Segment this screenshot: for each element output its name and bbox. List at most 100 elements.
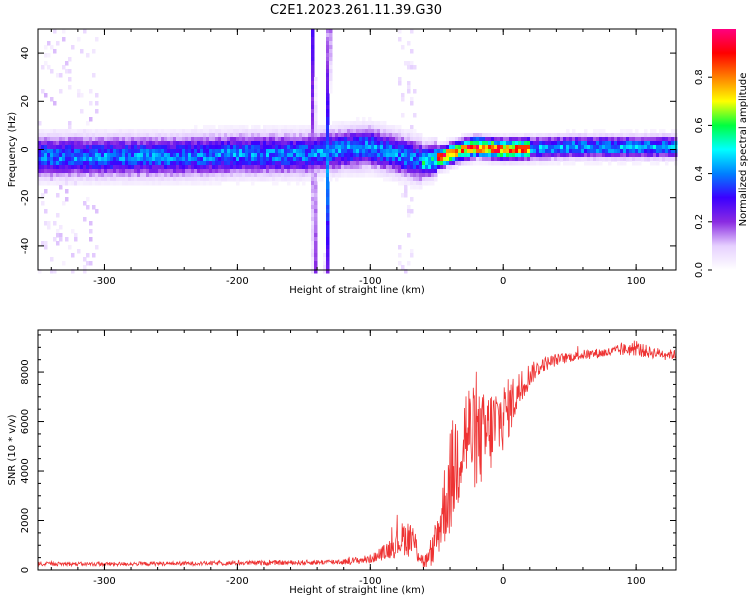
heatmap-cell — [347, 141, 351, 146]
heatmap-cell — [71, 137, 75, 142]
heatmap-cell — [401, 93, 405, 98]
heatmap-cell — [257, 141, 261, 146]
heatmap-cell — [95, 161, 99, 166]
heatmap-cell — [98, 169, 102, 174]
heatmap-cell — [68, 145, 72, 150]
heatmap-cell — [161, 173, 165, 178]
heatmap-cell — [410, 125, 414, 130]
heatmap-cell — [197, 177, 201, 182]
heatmap-cell — [395, 149, 399, 154]
heatmap-cell — [209, 157, 213, 162]
heatmap-cell — [311, 265, 315, 270]
heatmap-cell — [143, 177, 147, 182]
heatmap-cell — [53, 169, 57, 174]
heatmap-cell — [128, 173, 132, 178]
heatmap-cell — [356, 133, 360, 138]
heatmap-cell — [359, 153, 363, 158]
heatmap-cell — [80, 153, 84, 158]
heatmap-cell — [170, 133, 174, 138]
heatmap-cell — [290, 125, 294, 130]
heatmap-cell — [203, 129, 207, 134]
heatmap-cell — [407, 89, 411, 94]
heatmap-cell — [95, 145, 99, 150]
heatmap-cell — [314, 125, 318, 130]
heatmap-cell — [365, 149, 369, 154]
heatmap-cell — [188, 177, 192, 182]
heatmap-cell — [482, 161, 486, 166]
heatmap-cell — [119, 145, 123, 150]
heatmap-cell — [296, 125, 300, 130]
heatmap-cell — [410, 141, 414, 146]
heatmap-cell — [515, 137, 519, 142]
heatmap-cell — [89, 261, 93, 266]
heatmap-cell — [437, 141, 441, 146]
heatmap-cell — [380, 157, 384, 162]
heatmap-cell — [74, 181, 78, 186]
heatmap-cell — [281, 153, 285, 158]
heatmap-cell — [635, 145, 639, 150]
heatmap-cell — [545, 145, 549, 150]
heatmap-cell — [401, 161, 405, 166]
heatmap-cell — [137, 169, 141, 174]
heatmap-cell — [131, 165, 135, 170]
heatmap-cell — [74, 233, 78, 238]
heatmap-cell — [260, 173, 264, 178]
heatmap-cell — [545, 137, 549, 142]
heatmap-cell — [50, 133, 54, 138]
heatmap-cell — [410, 253, 414, 258]
heatmap-cell — [590, 149, 594, 154]
heatmap-cell — [515, 141, 519, 146]
heatmap-cell — [479, 161, 483, 166]
heatmap-cell — [194, 157, 198, 162]
heatmap-cell — [299, 177, 303, 182]
heatmap-cell — [170, 161, 174, 166]
heatmap-cell — [578, 157, 582, 162]
heatmap-cell — [398, 129, 402, 134]
heatmap-cell — [128, 145, 132, 150]
heatmap-cell — [431, 177, 435, 182]
heatmap-cell — [536, 153, 540, 158]
heatmap-cell — [92, 161, 96, 166]
heatmap-cell — [68, 177, 72, 182]
heatmap-cell — [170, 129, 174, 134]
heatmap-cell — [380, 141, 384, 146]
heatmap-cell — [377, 121, 381, 126]
heatmap-cell — [221, 125, 225, 130]
heatmap-cell — [251, 141, 255, 146]
heatmap-cell — [359, 161, 363, 166]
heatmap-cell — [566, 153, 570, 158]
heatmap-cell — [545, 161, 549, 166]
heatmap-cell — [170, 169, 174, 174]
heatmap-cell — [479, 153, 483, 158]
heatmap-cell — [326, 249, 330, 254]
heatmap-cell — [326, 53, 330, 58]
heatmap-cell — [119, 129, 123, 134]
heatmap-cell — [188, 145, 192, 150]
heatmap-cell — [86, 205, 90, 210]
heatmap-cell — [308, 133, 312, 138]
heatmap-cell — [92, 137, 96, 142]
heatmap-cell — [71, 169, 75, 174]
heatmap-cell — [311, 213, 315, 218]
heatmap-cell — [113, 129, 117, 134]
heatmap-cell — [203, 177, 207, 182]
heatmap-cell — [650, 153, 654, 158]
heatmap-cell — [68, 165, 72, 170]
heatmap-cell — [632, 137, 636, 142]
heatmap-cell — [59, 149, 63, 154]
heatmap-cell — [392, 145, 396, 150]
heatmap-cell — [503, 145, 507, 150]
heatmap-cell — [119, 169, 123, 174]
heatmap-cell — [200, 173, 204, 178]
heatmap-cell — [455, 165, 459, 170]
heatmap-cell — [407, 145, 411, 150]
heatmap-cell — [173, 169, 177, 174]
heatmap-cell — [467, 145, 471, 150]
heatmap-cell — [149, 169, 153, 174]
heatmap-cell — [230, 157, 234, 162]
heatmap-cell — [512, 149, 516, 154]
heatmap-cell — [44, 177, 48, 182]
heatmap-cell — [356, 121, 360, 126]
heatmap-cell — [293, 133, 297, 138]
